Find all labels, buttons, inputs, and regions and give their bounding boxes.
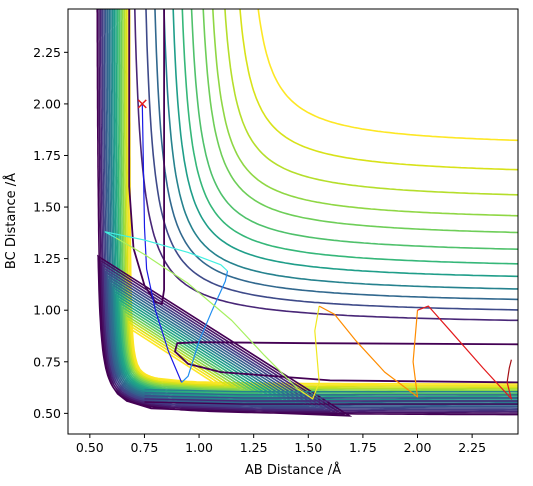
trajectory-segment	[104, 231, 228, 272]
contour-outer-line	[224, 9, 518, 196]
y-tick-label: 1.25	[33, 251, 61, 266]
contour-bottom-line	[144, 388, 518, 393]
y-tick-label: 0.75	[33, 354, 61, 369]
x-tick-label: 2.00	[404, 440, 432, 455]
contour-level-line	[105, 9, 518, 409]
contour-bottom-line	[144, 392, 518, 396]
contour-outer-line	[239, 9, 518, 171]
contour-outer-line	[134, 9, 518, 322]
contour-lines	[96, 9, 518, 417]
contour-well-left	[128, 9, 165, 305]
contour-outer-line	[257, 9, 518, 142]
trajectory-segment	[506, 359, 512, 383]
y-tick-label: 2.25	[33, 45, 61, 60]
x-axis-label: AB Distance /Å	[245, 462, 341, 478]
x-tick-label: 0.50	[76, 440, 104, 455]
trajectory-segment	[417, 305, 512, 400]
plot-frame	[67, 8, 519, 435]
contour-outer-line	[172, 9, 518, 278]
trajectory-segment	[297, 305, 320, 400]
contour-level-line	[96, 9, 518, 417]
y-tick-label: 2.00	[33, 96, 61, 111]
trajectory-segment	[318, 305, 419, 398]
contour-outer-line	[163, 9, 518, 290]
y-tick-label: 1.50	[33, 200, 61, 215]
contour-outer-line	[212, 9, 518, 217]
contour-outer-line	[202, 9, 518, 234]
y-tick-label: 1.75	[33, 148, 61, 163]
contour-outer-line	[154, 9, 518, 301]
contour-bottom-line	[144, 395, 518, 399]
y-tick-label: 1.00	[33, 303, 61, 318]
contour-outer-line	[145, 9, 518, 311]
contour-outer-line	[190, 9, 518, 251]
contour-bottom-line	[144, 401, 518, 405]
x-tick-label: 1.75	[349, 440, 377, 455]
x-tick-label: 2.25	[458, 440, 486, 455]
y-axis-label: BC Distance /Å	[3, 173, 19, 269]
contour-well-right	[174, 341, 518, 384]
x-tick-label: 0.75	[131, 440, 159, 455]
trajectory-segment	[141, 103, 183, 383]
trajectory-segment	[181, 270, 229, 383]
contour-level-line	[103, 9, 518, 411]
contour-level-line	[125, 9, 518, 389]
y-tick-label: 0.50	[33, 406, 61, 421]
axis-ticks: 0.50 0.75 1.00 1.25 1.50 1.75 2.00 2.25 0.50 0.75…	[33, 45, 486, 455]
x-tick-label: 1.25	[240, 440, 268, 455]
x-tick-label: 1.00	[185, 440, 213, 455]
contour-bottom-line	[144, 398, 518, 402]
contour-level-line	[113, 9, 518, 401]
contour-outer-line	[181, 9, 518, 265]
trajectory-segment	[115, 237, 298, 390]
trajectory-path	[104, 99, 512, 400]
x-tick-label: 1.50	[294, 440, 322, 455]
start-marker-x	[137, 99, 147, 109]
